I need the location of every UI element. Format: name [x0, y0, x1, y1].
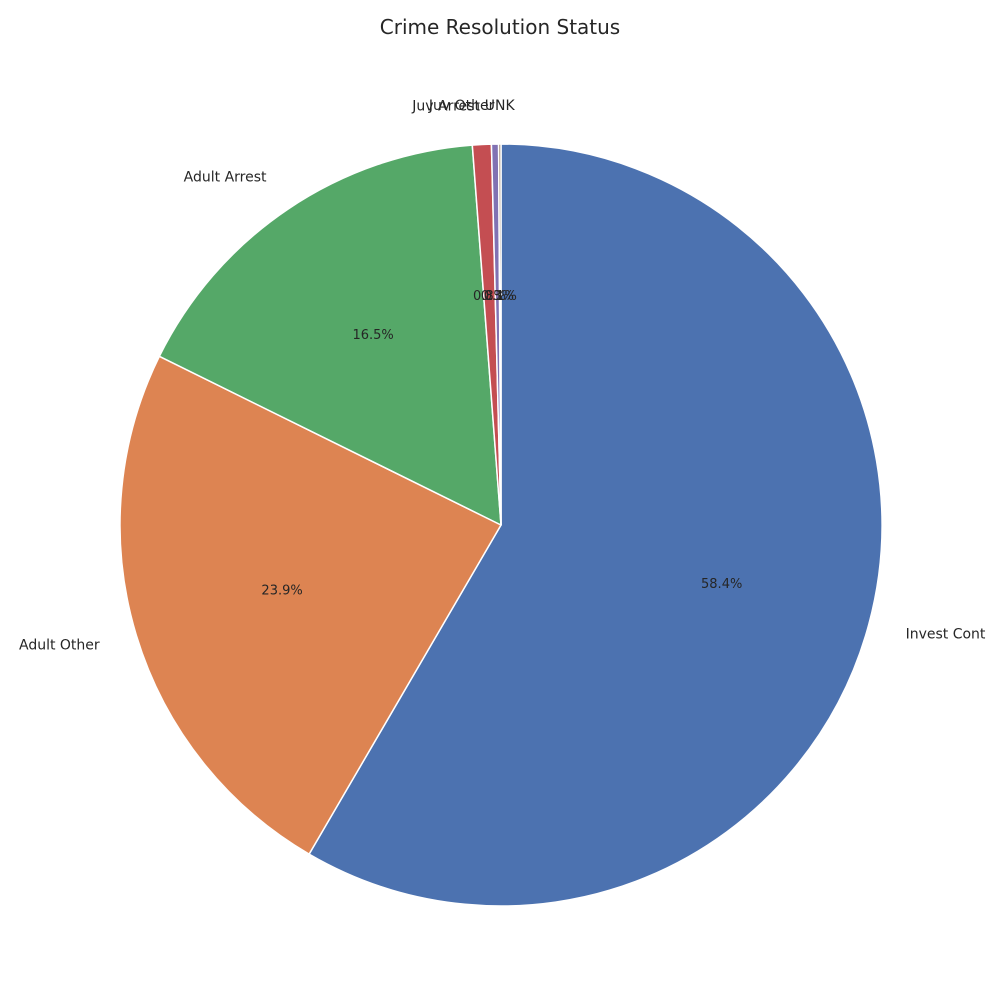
- slice-label: Juv Other: [428, 98, 495, 114]
- slice-percentage-label: 0.8%: [473, 289, 506, 304]
- slice-label: UNK: [485, 98, 516, 114]
- slice-label: Juv Arrest: [411, 98, 480, 114]
- pie-labels: Invest Cont 58.4% Adult Other 23.9% Adult Ar…: [19, 98, 986, 654]
- pie-slice-adult-arrest: [158, 144, 502, 526]
- slice-percentage-label: 23.9%: [261, 583, 302, 598]
- pie-slice-invest-cont: [308, 143, 883, 907]
- pie-slice-unk: [497, 143, 502, 526]
- pie-slice-adult-other: [119, 355, 502, 855]
- slice-percentage-label: 58.4%: [701, 577, 742, 592]
- slice-label: Invest Cont: [906, 626, 986, 642]
- pie-slices: [119, 143, 883, 907]
- slice-label: Adult Arrest: [184, 170, 267, 186]
- slice-percentage-label: 16.5%: [352, 328, 393, 343]
- slice-label: Adult Other: [19, 638, 100, 654]
- chart-title: Crime Resolution Status: [380, 15, 620, 39]
- slice-percentage-label: 0.3%: [481, 289, 514, 304]
- slice-percentage-label: 0.1%: [484, 289, 517, 304]
